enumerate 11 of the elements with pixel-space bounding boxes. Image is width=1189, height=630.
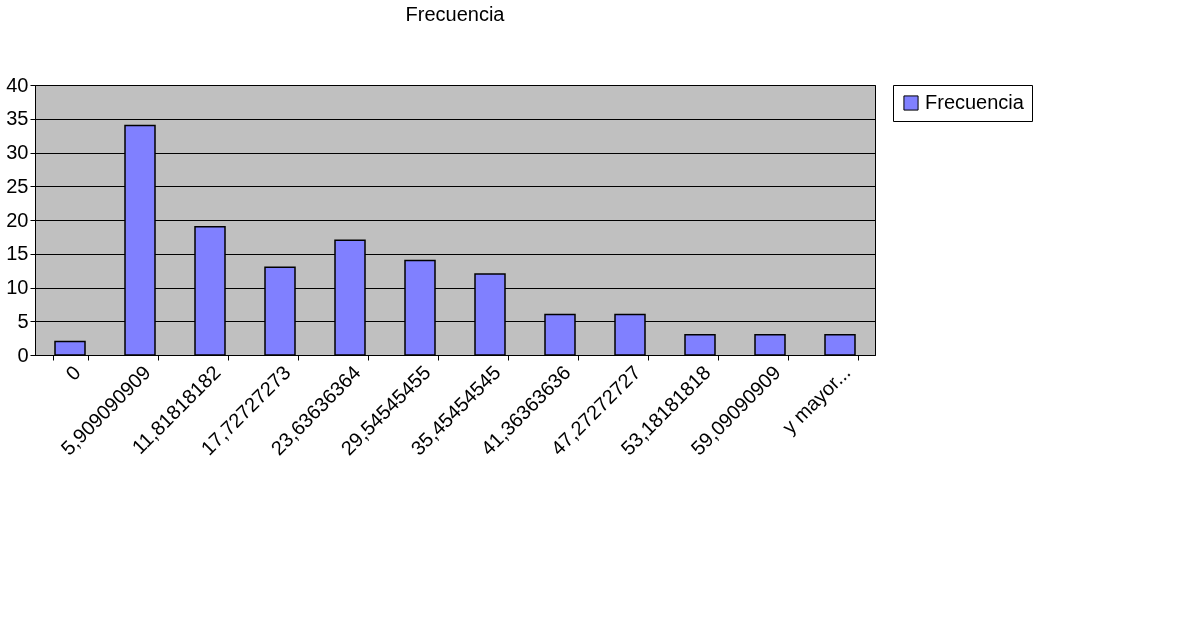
- y-tick-label: 10: [6, 276, 29, 298]
- y-tick-label: 40: [6, 73, 29, 96]
- y-tick-label: 25: [6, 174, 29, 197]
- y-tick-label: 5: [17, 309, 29, 332]
- y-tick-label: 15: [6, 242, 29, 265]
- y-tick-label: 35: [6, 107, 29, 130]
- y-tick-label: 0: [17, 343, 29, 366]
- y-tick-label: 30: [6, 141, 29, 163]
- legend-label: Frecuencia: [925, 91, 1025, 113]
- chart-title: Frecuencia: [405, 3, 506, 25]
- y-tick-label: 20: [6, 208, 29, 231]
